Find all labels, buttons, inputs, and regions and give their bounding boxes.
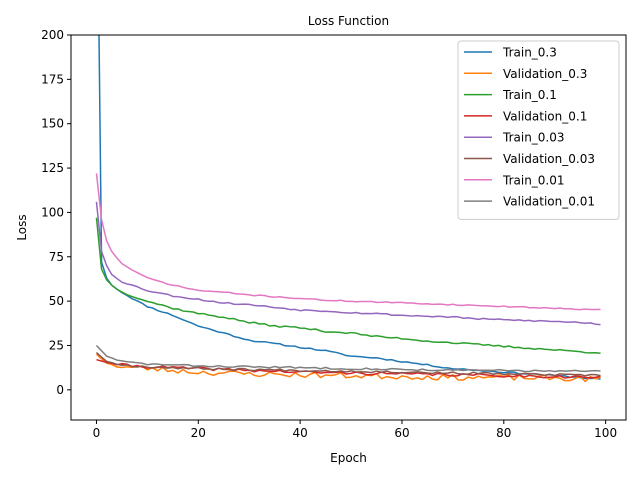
x-axis-label: Epoch [330,451,367,465]
y-axis-label: Loss [15,214,29,240]
legend-label: Validation_0.03 [503,152,595,166]
y-tick-label: 50 [49,294,64,308]
x-tick-label: 0 [93,426,101,440]
x-tick-label: 100 [594,426,617,440]
y-tick-label: 175 [41,72,64,86]
y-tick-label: 125 [41,161,64,175]
series-line-4 [96,358,601,379]
series-line-3 [95,217,601,355]
series-line-1 [98,35,601,380]
legend-label: Validation_0.3 [503,67,587,81]
x-tick-label: 60 [394,426,409,440]
legend-label: Train_0.3 [502,46,557,60]
series-line-8 [95,344,601,373]
y-tick-label: 200 [41,28,64,42]
plot-lines [95,35,601,383]
chart-title: Loss Function [308,14,389,28]
y-axis: 0 25 50 75 100 125 150 175 200 [41,28,71,397]
plot-frame [70,34,627,421]
x-axis: 0 20 40 60 80 100 [93,420,617,440]
legend-label: Train_0.01 [502,173,565,187]
series-line-6 [95,352,601,377]
legend-label: Train_0.1 [502,88,557,102]
legend-label: Validation_0.01 [503,195,595,209]
series-line-7 [95,173,601,311]
series-line-2 [95,353,601,383]
x-tick-label: 20 [191,426,206,440]
y-tick-label: 75 [49,250,64,264]
legend-label: Train_0.03 [502,131,565,145]
y-tick-label: 100 [41,205,64,219]
series-line-5 [95,201,601,326]
y-tick-label: 150 [41,117,64,131]
legend-label: Validation_0.1 [503,109,587,123]
legend: Train_0.3 Validation_0.3 Train_0.1 Validati… [457,40,620,220]
y-tick-label: 25 [49,338,64,352]
x-tick-label: 80 [496,426,511,440]
y-tick-label: 0 [56,383,64,397]
legend-box [457,40,620,220]
x-tick-label: 40 [292,426,307,440]
